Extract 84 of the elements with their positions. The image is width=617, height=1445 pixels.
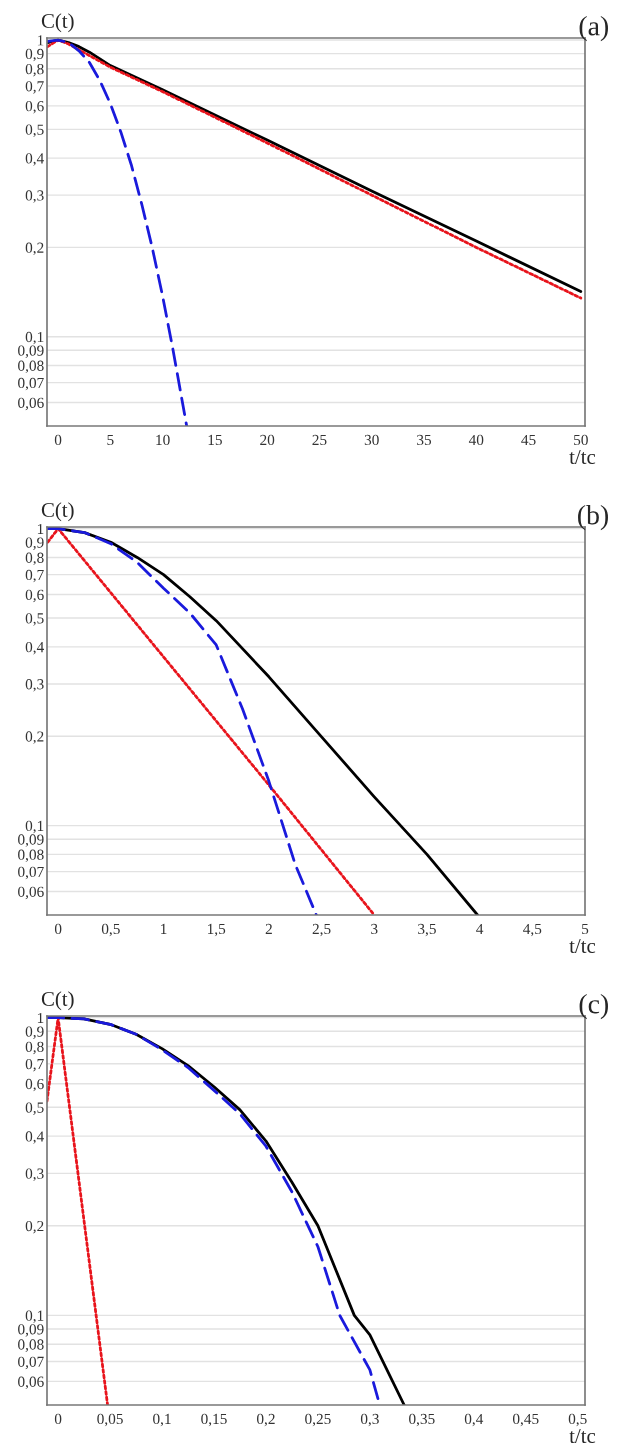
x-tick-label: 0,2 <box>257 1413 275 1427</box>
y-tick-label: 0,09 <box>18 345 44 358</box>
x-axis-title: t/tc <box>569 1429 596 1443</box>
y-axis-title: C(t) <box>41 991 74 1011</box>
x-tick-label: 1 <box>161 923 167 934</box>
x-tick-label: 20 <box>260 434 275 446</box>
y-tick-label: 0,2 <box>25 1220 44 1234</box>
x-tick-label: 0 <box>54 434 62 446</box>
y-tick-label: 0,09 <box>18 1324 44 1337</box>
x-tick-label: 4,5 <box>523 923 542 937</box>
chart-title: (b) <box>578 504 608 531</box>
y-tick-label: 0,8 <box>25 63 44 77</box>
x-tick-label: 2,5 <box>312 923 331 937</box>
x-tick-label: 0,15 <box>201 1413 227 1427</box>
x-tick-label: 0,25 <box>305 1413 331 1427</box>
x-tick-label: 2 <box>265 923 272 934</box>
y-tick-label: 0,08 <box>18 849 44 863</box>
x-tick-label: 1,5 <box>208 923 226 937</box>
y-tick-label: 0,1 <box>25 1310 44 1324</box>
chart-title: (c) <box>579 993 608 1020</box>
y-tick-label: 0,3 <box>25 679 44 692</box>
y-tick-label: 0,9 <box>25 48 44 62</box>
x-tick-label: 0,5 <box>568 1413 587 1427</box>
x-tick-label: 3 <box>371 923 378 935</box>
x-tick-label: 40 <box>468 434 484 446</box>
y-tick-label: 0,5 <box>25 124 44 137</box>
y-tick-label: 0,3 <box>25 190 44 203</box>
y-tick-label: 0,6 <box>25 1078 44 1092</box>
x-tick-label: 0,4 <box>464 1413 484 1427</box>
y-axis-title: C(t) <box>41 13 74 33</box>
x-tick-label: 10 <box>156 434 170 446</box>
y-tick-label: 1 <box>37 35 44 46</box>
y-tick-label: 0,08 <box>18 360 44 374</box>
y-tick-label: 0,9 <box>25 537 44 550</box>
x-tick-label: 0,05 <box>97 1413 123 1427</box>
y-tick-label: 0,4 <box>25 1131 44 1144</box>
x-tick-label: 0,1 <box>153 1413 171 1427</box>
x-tick-label: 5 <box>107 434 114 446</box>
y-tick-label: 0,6 <box>25 101 44 114</box>
y-tick-label: 0,5 <box>25 613 44 626</box>
y-tick-label: 0,3 <box>25 1168 44 1181</box>
y-tick-label: 1 <box>37 523 44 534</box>
x-tick-label: 5 <box>582 923 589 935</box>
y-tick-label: 0,06 <box>18 397 44 411</box>
y-tick-label: 0,07 <box>18 1356 44 1370</box>
y-axis-title: C(t) <box>41 502 74 522</box>
y-tick-label: 0,5 <box>25 1102 44 1115</box>
x-axis-title: t/tc <box>569 450 596 464</box>
x-tick-label: 35 <box>417 434 432 446</box>
y-tick-label: 0,1 <box>25 820 44 834</box>
x-tick-label: 45 <box>521 434 536 446</box>
y-tick-label: 0,09 <box>18 834 44 847</box>
y-tick-label: 0,1 <box>25 331 44 345</box>
x-tick-label: 15 <box>208 434 222 446</box>
x-tick-label: 3,5 <box>418 923 436 937</box>
y-tick-label: 0,07 <box>18 377 44 391</box>
y-tick-label: 0,4 <box>25 153 44 166</box>
x-tick-label: 0 <box>54 1413 62 1425</box>
y-tick-label: 0,9 <box>25 1026 44 1039</box>
x-tick-label: 4 <box>476 923 484 934</box>
y-tick-label: 0,7 <box>25 569 44 583</box>
x-tick-label: 50 <box>574 434 588 446</box>
chart-title: (a) <box>579 15 608 42</box>
x-axis-title: t/tc <box>569 939 596 953</box>
y-tick-label: 0,2 <box>25 242 44 256</box>
y-tick-label: 0,8 <box>25 552 44 566</box>
y-tick-label: 0,7 <box>25 1058 44 1072</box>
x-tick-label: 0,45 <box>512 1413 539 1427</box>
x-tick-label: 0,5 <box>101 923 120 937</box>
x-tick-label: 0 <box>54 923 62 935</box>
y-tick-label: 0,7 <box>25 81 44 94</box>
y-tick-label: 0,2 <box>25 731 44 744</box>
x-tick-label: 25 <box>312 434 327 446</box>
y-tick-label: 0,4 <box>25 641 44 655</box>
x-tick-label: 30 <box>364 434 379 446</box>
y-tick-label: 0,6 <box>25 589 44 603</box>
y-tick-label: 0,06 <box>18 1376 44 1390</box>
x-tick-label: 0,3 <box>360 1413 379 1427</box>
y-tick-label: 1 <box>37 1012 44 1023</box>
y-tick-label: 0,07 <box>18 866 44 880</box>
y-tick-label: 0,06 <box>18 886 44 900</box>
x-tick-label: 0,35 <box>409 1413 435 1427</box>
y-tick-label: 0,8 <box>25 1041 44 1055</box>
y-tick-label: 0,08 <box>18 1339 44 1352</box>
